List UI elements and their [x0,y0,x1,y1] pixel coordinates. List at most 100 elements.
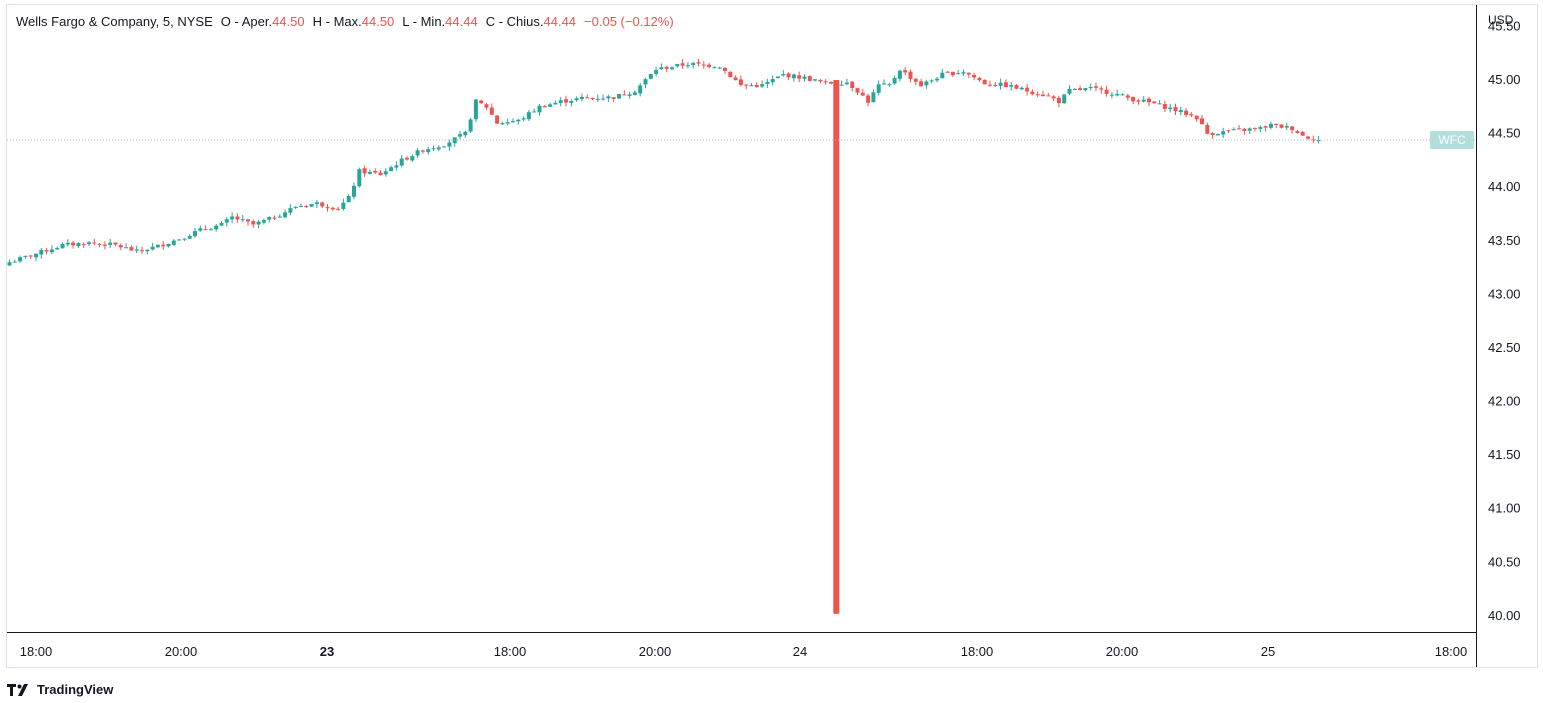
candle-body [1162,104,1167,109]
candle-body [1136,100,1141,102]
candle-body [993,85,998,87]
candle-body [1242,128,1247,131]
legend-low-value: 44.44 [445,14,478,29]
candle-body [1104,89,1109,94]
time-axis[interactable]: 18:00 20:00 23 18:00 20:00 24 18:00 20:00 25 18:0… [20,644,1468,659]
candle-body [823,81,828,83]
candle-body [1062,94,1067,104]
candle-body [1226,130,1231,132]
candle-body [696,62,701,64]
candle-body [1125,95,1130,98]
candle-body [1231,129,1236,131]
candle-body [198,228,203,231]
candle-body [675,63,680,67]
candle-body [627,94,632,96]
candle-body [1035,94,1040,96]
candle-body [786,73,791,78]
candle-body [532,111,537,113]
candle-body [982,79,987,85]
candle-body [1274,123,1279,125]
price-tick-label: 42.50 [1488,340,1521,355]
candle-body [765,82,770,84]
candle-body [574,98,579,101]
candle-body [548,104,553,107]
candle-body [304,206,309,208]
candle-body [966,72,971,75]
tradingview-brand: TradingView [37,682,114,697]
candle-body [866,95,871,103]
candle-body [1041,94,1045,97]
legend-symbol-name: Wells Fargo & Company, 5, NYSE [16,14,213,29]
candle-body [723,67,727,71]
legend-high-value: 44.50 [361,14,395,29]
candle-body [113,242,118,245]
time-tick-label: 24 [793,644,807,659]
candle-body [431,148,436,150]
candle-body [1083,88,1088,91]
candle-body [1205,124,1210,134]
candle-body [940,72,945,79]
legend-high-label: H - Max. [312,14,362,29]
candle-body [277,216,282,218]
candle-body [256,221,261,225]
candle-body [654,70,659,74]
price-tick-label: 45.00 [1488,72,1521,87]
candle-body [415,150,420,156]
candle-body [1221,131,1226,135]
candle-body [887,84,892,86]
candle-body [1258,127,1263,129]
candle-body [913,78,918,82]
candle-body [166,243,171,247]
candle-body [611,97,616,99]
candle-body [1184,110,1189,115]
legend-close-value: 44.44 [543,14,577,29]
candle-body [542,106,547,108]
candle-body [1157,103,1162,105]
candle-body [760,84,765,87]
candle-body [781,74,786,76]
candle-body [1178,109,1183,112]
candle-body [299,206,303,208]
price-axis[interactable]: 45.50 45.00 44.50 44.00 43.50 43.00 42.50 42.00… [1488,18,1521,622]
footer[interactable]: TradingView [7,682,113,697]
candle-body [770,79,775,83]
candle-body [1237,128,1242,130]
candle-body [1088,87,1093,89]
candle-body [680,63,685,66]
tradingview-logo-icon [7,683,28,696]
candle-body [500,123,505,125]
price-tick-label: 45.50 [1488,18,1521,33]
candle-body [1094,86,1098,88]
candle-body [897,70,902,79]
candle-body [1051,96,1056,99]
candle-body [638,85,643,94]
time-tick-label: 20:00 [1106,644,1139,659]
price-tick-label: 40.00 [1488,608,1521,623]
candle-body [124,247,129,249]
candle-body [876,84,881,93]
candle-body [224,219,229,223]
candle-body [585,97,590,99]
candle-body [272,217,277,219]
candle-body [871,92,876,103]
candle-body [479,100,484,104]
candle-body [797,75,802,79]
candle-body [1099,88,1104,90]
candle-body [558,100,563,103]
candle-body [230,216,235,220]
candle-body [1147,98,1151,103]
candle-body [12,261,17,263]
candle-body [1014,85,1019,89]
candle-body [447,142,452,147]
price-tick-label: 43.00 [1488,286,1521,301]
candle-body [357,169,362,187]
candle-body [691,62,696,66]
candle-body [97,243,102,245]
price-tick-label: 43.50 [1488,233,1521,248]
candle-body [903,70,908,73]
candle-body [193,231,197,237]
candle-body [208,229,213,231]
candle-body [1168,107,1173,110]
candle-body [1311,139,1316,141]
